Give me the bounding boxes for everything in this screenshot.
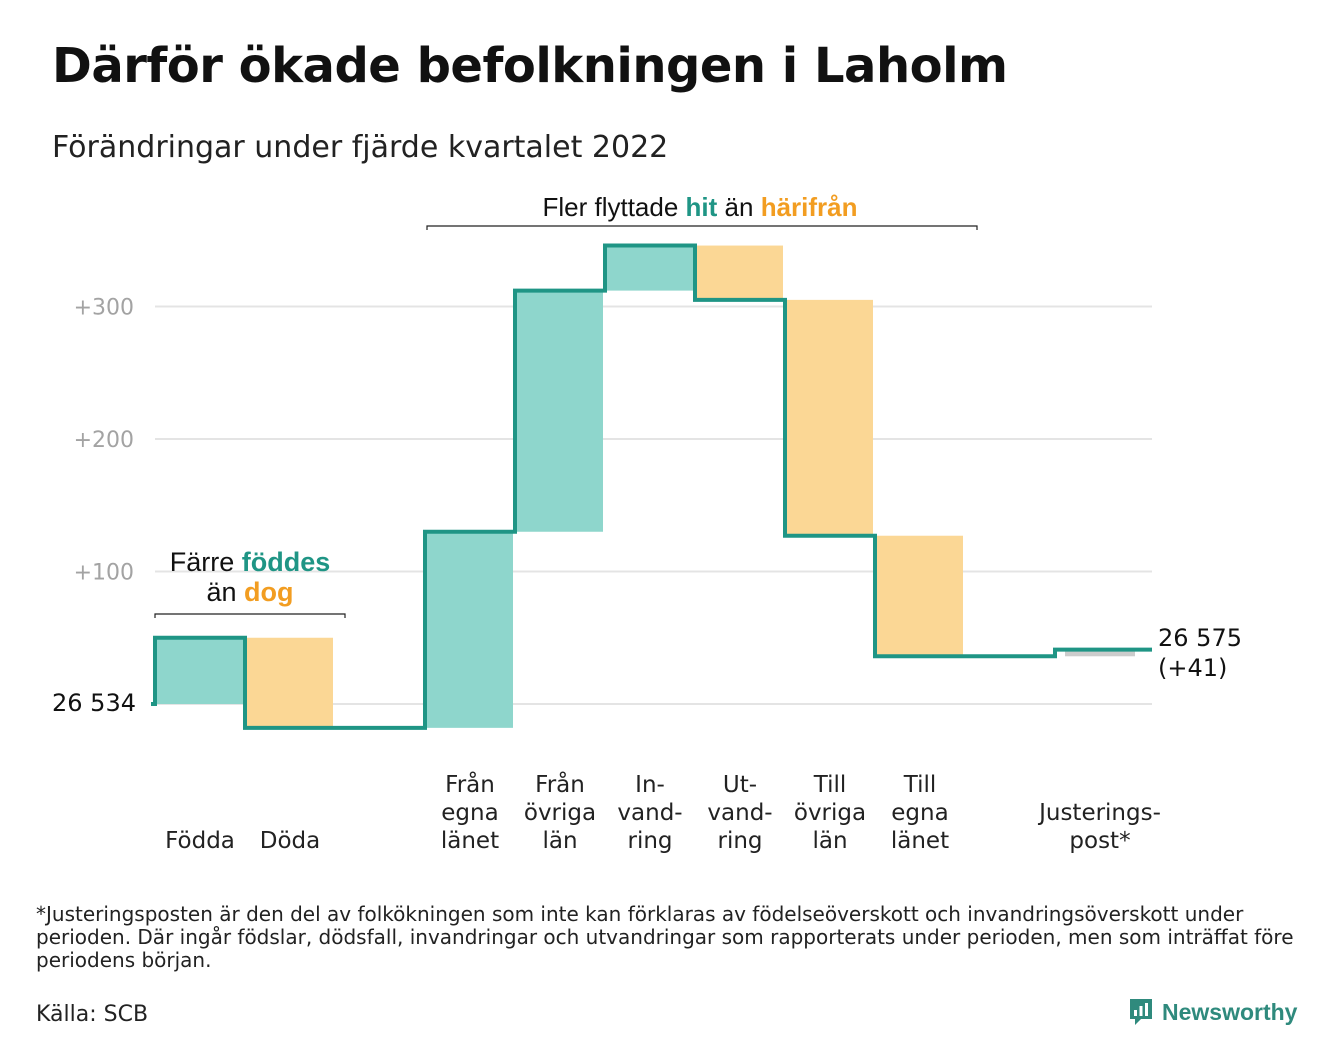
x-category-label: länet — [891, 828, 949, 854]
source-label: Källa: SCB — [36, 1002, 149, 1027]
brand-logo: Newsworthy — [1128, 996, 1297, 1028]
births-annotation: än dog — [206, 577, 293, 607]
x-category-label: ring — [627, 828, 672, 854]
chart-title: Därför ökade befolkningen i Laholm — [52, 38, 1008, 94]
x-category-label: övriga — [794, 800, 866, 826]
chart-subtitle: Förändringar under fjärde kvartalet 2022 — [52, 130, 669, 165]
bar-justeringspost — [1065, 649, 1135, 657]
births-annotation: Färre föddes — [170, 547, 331, 577]
x-category-label: län — [812, 828, 847, 854]
x-category-label: Till — [903, 772, 937, 798]
x-category-label: Justerings- — [1037, 800, 1161, 826]
bar-doda — [247, 637, 333, 728]
x-category-label: länet — [441, 828, 499, 854]
bar-fran-egna-lanet — [427, 531, 513, 728]
x-category-label: In- — [635, 772, 665, 798]
x-category-label: Till — [813, 772, 847, 798]
cumulative-step-line — [151, 243, 1152, 730]
bar-till-egna-lanet — [877, 535, 963, 657]
bar-utvandring — [697, 245, 783, 300]
end-change-label: (+41) — [1158, 654, 1227, 682]
x-category-label: Från — [445, 770, 495, 798]
migration-bracket — [426, 225, 978, 230]
y-tick-label: +300 — [74, 296, 134, 321]
x-category-label: egna — [441, 800, 498, 826]
start-value-label: 26 534 — [52, 689, 136, 717]
y-tick-label: +200 — [74, 428, 134, 453]
end-value-label: 26 575 — [1158, 624, 1242, 652]
x-category-label: vand- — [707, 800, 772, 826]
x-category-label: Från — [535, 770, 585, 798]
bar-fodda — [157, 637, 243, 704]
footnote: *Justeringsposten är den del av folkökni… — [36, 902, 1294, 972]
bar-fran-ovriga-lan — [517, 290, 603, 532]
births-bracket — [154, 613, 346, 618]
newsworthy-logo-icon — [1130, 999, 1152, 1025]
bar-invandring — [607, 245, 693, 291]
x-category-label: Döda — [260, 828, 320, 854]
x-category-label: Ut- — [723, 772, 757, 798]
bar-till-ovriga-lan — [787, 299, 873, 536]
x-category-label: egna — [891, 800, 948, 826]
x-category-label: vand- — [617, 800, 682, 826]
x-category-label: län — [542, 828, 577, 854]
x-category-label: ring — [717, 828, 762, 854]
x-category-label: Födda — [165, 828, 235, 854]
brand-name: Newsworthy — [1162, 998, 1298, 1025]
y-tick-label: +100 — [74, 561, 134, 586]
x-category-label: övriga — [524, 800, 596, 826]
x-category-label: post* — [1069, 828, 1130, 854]
migration-annotation: Fler flyttade hit än härifrån — [542, 192, 857, 222]
